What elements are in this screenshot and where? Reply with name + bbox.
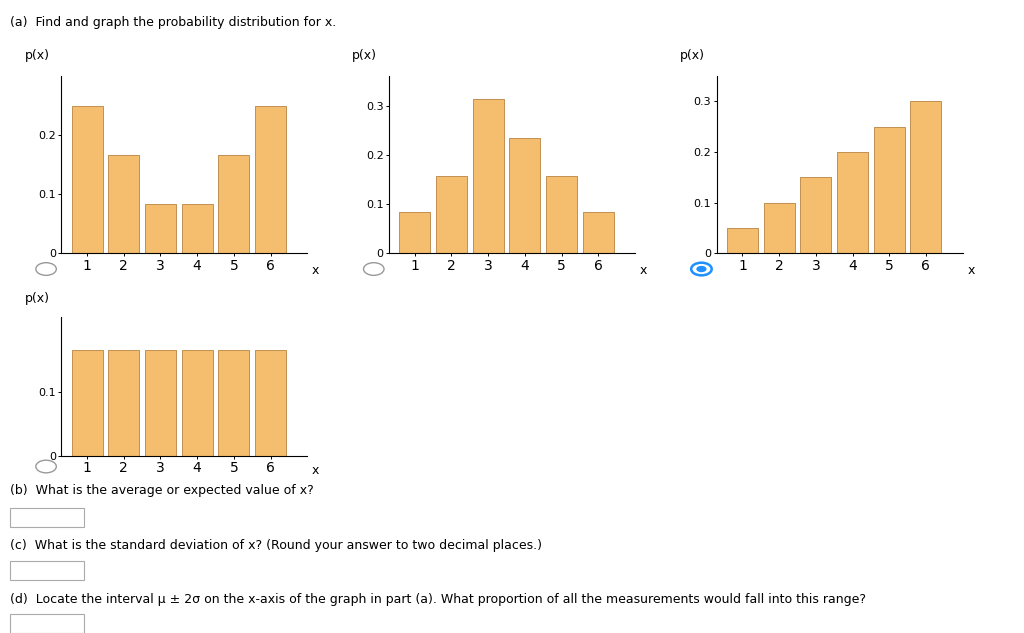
Text: p(x): p(x) [352, 49, 377, 62]
Text: (b)  What is the average or expected value of x?: (b) What is the average or expected valu… [10, 484, 314, 498]
Bar [583, 212, 613, 253]
Bar [218, 350, 250, 456]
Text: p(x): p(x) [680, 49, 705, 62]
Text: (d)  Locate the interval μ ± 2σ on the x-axis of the graph in part (a). What pro: (d) Locate the interval μ ± 2σ on the x-… [10, 593, 866, 606]
Bar [764, 203, 795, 253]
Bar [144, 350, 176, 456]
Bar [837, 152, 868, 253]
Text: (c)  What is the standard deviation of x? (Round your answer to two decimal plac: (c) What is the standard deviation of x?… [10, 539, 543, 553]
Bar [181, 350, 213, 456]
Text: (a)  Find and graph the probability distribution for x.: (a) Find and graph the probability distr… [10, 16, 337, 29]
Text: x: x [640, 264, 647, 277]
Bar [181, 204, 213, 253]
Bar [255, 106, 286, 253]
Bar [72, 106, 102, 253]
Bar [218, 154, 250, 253]
Bar [109, 350, 139, 456]
Bar [399, 212, 430, 253]
Bar [546, 177, 578, 253]
Text: x: x [968, 264, 975, 277]
Bar [436, 177, 467, 253]
Bar [109, 154, 139, 253]
Text: p(x): p(x) [25, 49, 49, 62]
Bar [472, 99, 504, 253]
Bar [727, 228, 758, 253]
Bar [873, 127, 905, 253]
Bar [910, 101, 941, 253]
Bar [255, 350, 286, 456]
Text: x: x [312, 264, 319, 277]
Text: p(x): p(x) [25, 292, 49, 305]
Text: x: x [312, 464, 319, 477]
Bar [509, 138, 541, 253]
Bar [144, 204, 176, 253]
Bar [800, 177, 831, 253]
Bar [72, 350, 102, 456]
